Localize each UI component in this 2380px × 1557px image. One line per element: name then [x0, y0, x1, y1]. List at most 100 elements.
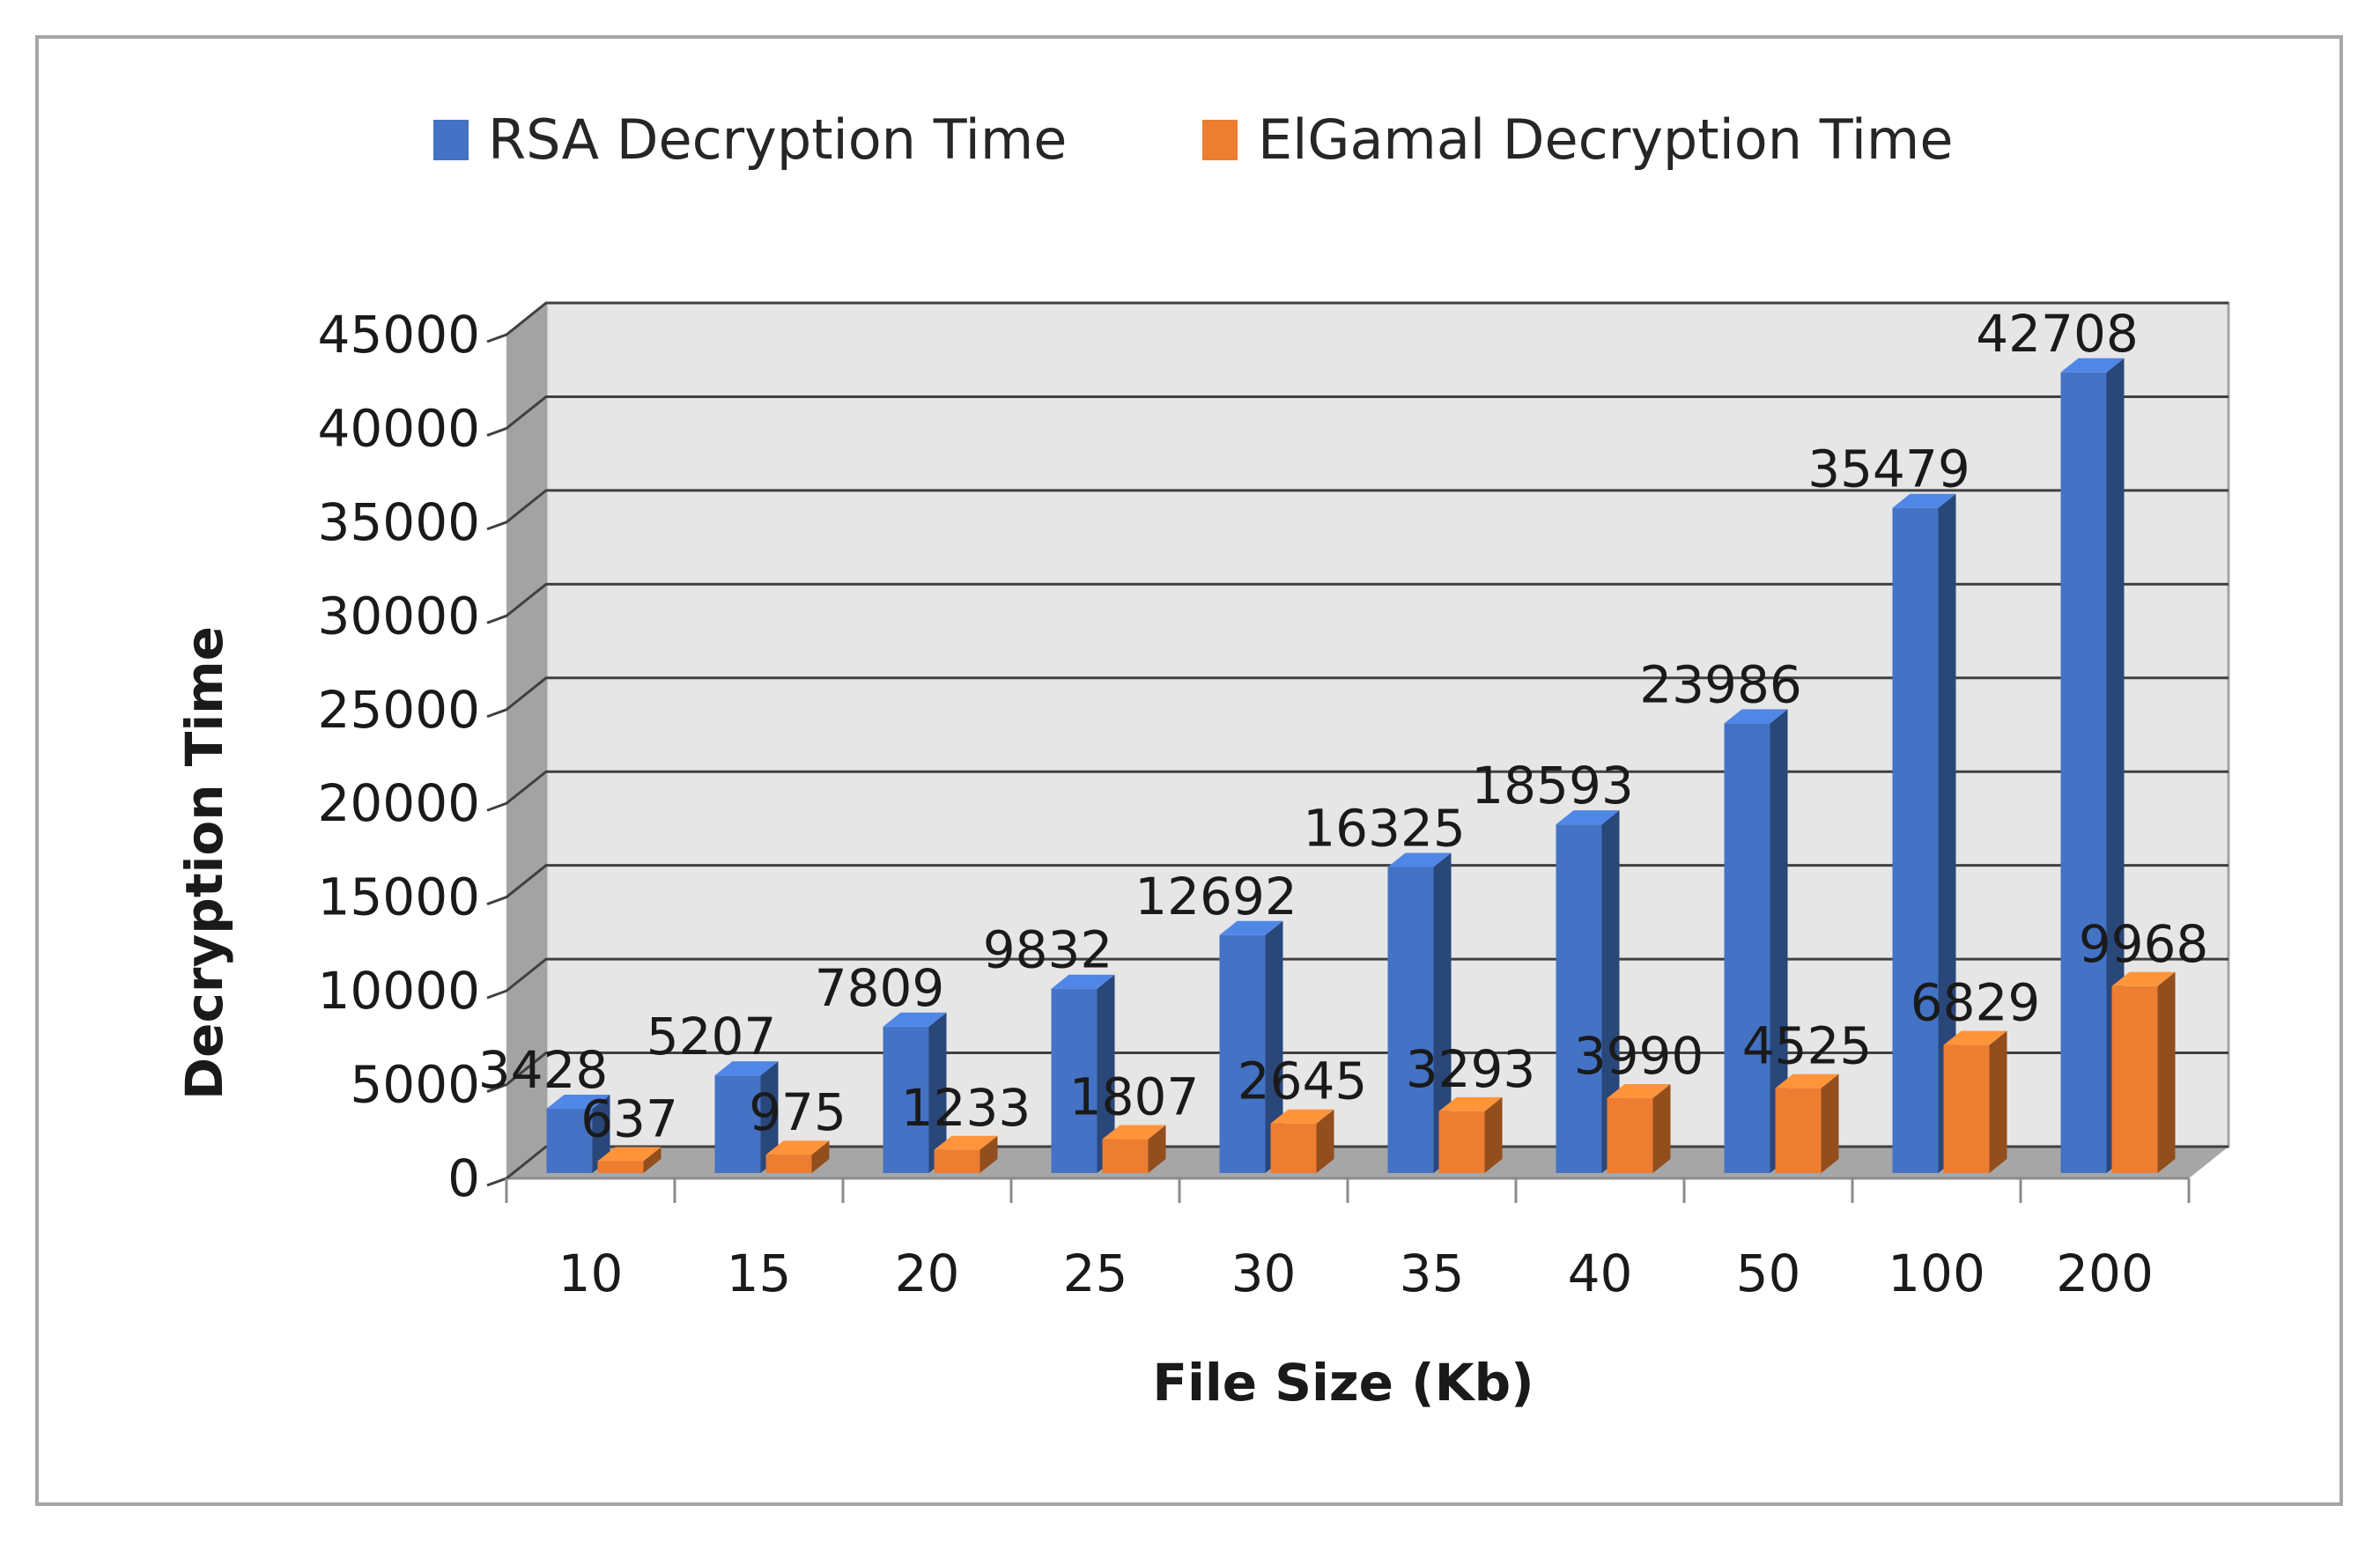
data-label-elgamal: 637	[580, 1088, 678, 1148]
y-tick-label: 45000	[317, 305, 480, 365]
bar-front	[2111, 985, 2158, 1173]
legend-item-rsa: RSA Decryption Time	[433, 107, 1067, 172]
bar-side	[1097, 974, 1115, 1173]
data-label-elgamal: 1807	[1069, 1067, 1200, 1127]
bar-elgamal-50	[1775, 1074, 1839, 1173]
gridline	[486, 770, 2228, 812]
bars	[546, 358, 2176, 1173]
bar-top	[1387, 852, 1452, 867]
data-label-elgamal: 3990	[1574, 1026, 1704, 1086]
gridline	[486, 301, 2228, 343]
bar-front	[883, 1026, 929, 1173]
bar-rsa-100	[1892, 493, 1956, 1173]
x-tick-label: 40	[1568, 1243, 1633, 1303]
x-tick-label: 10	[558, 1243, 624, 1303]
x-tick-label: 30	[1231, 1243, 1297, 1303]
bar-front	[597, 1161, 644, 1173]
bar-top	[934, 1135, 998, 1150]
bar-side	[2157, 971, 2176, 1173]
legend-label-elgamal: ElGamal Decryption Time	[1258, 107, 1953, 172]
bar-front	[1438, 1111, 1485, 1173]
bar-side	[1938, 493, 1956, 1173]
bar-top	[2060, 358, 2125, 373]
bar-top	[1892, 493, 1956, 508]
x-tick-label: 200	[2056, 1243, 2154, 1303]
data-label-rsa: 42708	[1976, 304, 2139, 364]
bar-rsa-200	[2060, 358, 2125, 1173]
side-wall	[506, 303, 546, 1178]
y-axis-title: Decryption Time	[174, 626, 234, 1100]
data-label-elgamal: 9968	[2079, 914, 2209, 974]
data-label-rsa: 35479	[1807, 439, 1970, 499]
bar-elgamal-15	[765, 1140, 830, 1173]
bar-elgamal-30	[1270, 1109, 1334, 1173]
x-tick-label: 50	[1736, 1243, 1801, 1303]
bar-side	[1989, 1030, 2007, 1173]
bar-side	[1316, 1109, 1334, 1173]
x-tick-label: 15	[727, 1243, 792, 1303]
bar-top	[1556, 810, 1620, 825]
gridlines	[486, 301, 2228, 1187]
bar-top	[546, 1095, 610, 1110]
bar-front	[1219, 934, 1266, 1173]
bar-top	[714, 1061, 779, 1076]
y-tick-label: 25000	[317, 680, 480, 740]
x-axis-ticks: 10 15 20 25 30 35 40 50 100 200	[505, 1178, 2191, 1303]
data-label-rsa: 23986	[1639, 654, 1802, 714]
bar-top	[765, 1140, 830, 1155]
bar-side	[2106, 358, 2125, 1173]
bar-side	[1821, 1074, 1839, 1173]
x-tick-label: 20	[895, 1243, 960, 1303]
bar-side	[760, 1061, 779, 1173]
bar-front	[1724, 723, 1770, 1173]
bar-top	[1102, 1125, 1166, 1140]
bar-elgamal-40	[1607, 1084, 1671, 1173]
x-tick-label: 25	[1063, 1243, 1128, 1303]
bar-top	[1943, 1030, 2007, 1045]
y-tick-label: 35000	[317, 492, 480, 552]
data-label-rsa: 12692	[1135, 867, 1297, 926]
bar-elgamal-100	[1943, 1030, 2007, 1173]
y-tick-label: 40000	[317, 398, 480, 458]
gridline	[486, 1145, 2228, 1187]
bar-side	[592, 1095, 610, 1173]
gridline	[486, 676, 2228, 719]
bar-top	[1438, 1096, 1503, 1111]
bar-rsa-50	[1724, 709, 1788, 1173]
bar-elgamal-25	[1102, 1125, 1166, 1173]
data-label-elgamal: 4525	[1742, 1016, 1873, 1076]
legend-swatch-elgamal	[1202, 120, 1238, 160]
bar-front	[1943, 1044, 1990, 1173]
bar-elgamal-35	[1438, 1096, 1503, 1173]
bar-front	[1892, 507, 1939, 1173]
bar-rsa-25	[1051, 974, 1115, 1173]
data-label-rsa: 5207	[647, 1007, 777, 1066]
bar-front	[714, 1075, 761, 1173]
legend-swatch-rsa	[433, 120, 469, 160]
bar-side	[811, 1140, 830, 1173]
legend-item-elgamal: ElGamal Decryption Time	[1202, 107, 1953, 172]
bar-top	[1775, 1074, 1839, 1088]
bar-front	[2060, 372, 2107, 1173]
bar-side	[1601, 810, 1620, 1173]
x-tick-label: 100	[1888, 1243, 1985, 1303]
bar-rsa-30	[1219, 920, 1283, 1173]
bar-side	[979, 1135, 998, 1173]
data-label-rsa: 3428	[478, 1040, 609, 1100]
bar-top	[1270, 1109, 1334, 1124]
bar-front	[765, 1155, 812, 1173]
bar-front	[1387, 867, 1434, 1173]
legend: RSA Decryption Time ElGamal Decryption T…	[433, 107, 1953, 172]
bar-elgamal-20	[934, 1135, 998, 1173]
gridline	[486, 489, 2228, 531]
bar-side	[1484, 1096, 1503, 1173]
bar-side	[1265, 920, 1283, 1173]
data-label-rsa: 16325	[1303, 798, 1466, 858]
y-tick-label: 10000	[317, 961, 480, 1021]
data-label-elgamal: 1233	[901, 1078, 1031, 1138]
bar-top	[1607, 1084, 1671, 1099]
x-axis-title: File Size (Kb)	[1152, 1353, 1534, 1413]
y-tick-label: 30000	[317, 586, 480, 646]
bar-front	[1556, 824, 1602, 1173]
